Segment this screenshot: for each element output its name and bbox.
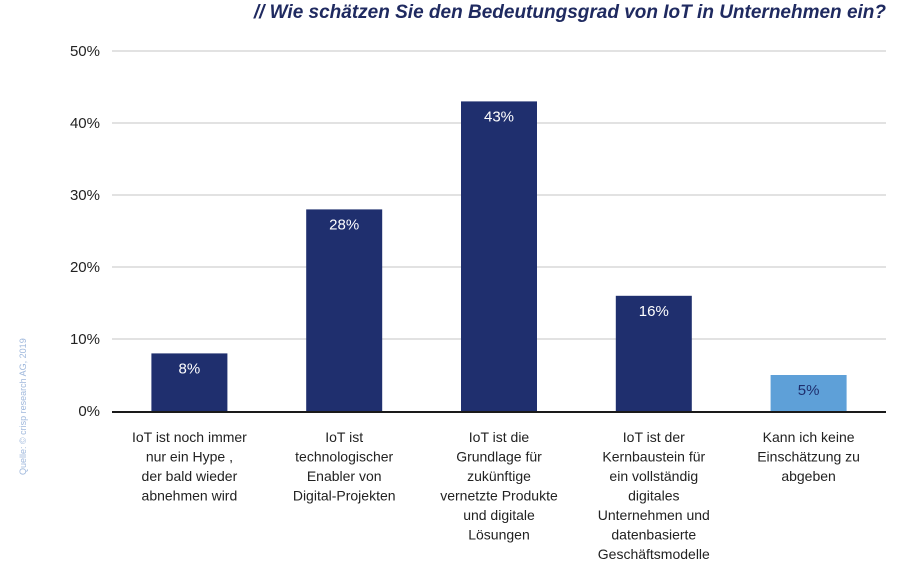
x-tick-label-line: IoT ist: [325, 429, 363, 445]
x-tick-label-line: der bald wieder: [142, 468, 238, 484]
y-tick-label: 40%: [70, 115, 100, 132]
x-tick-label: Kann ich keine Einschätzung zu abgeben: [757, 429, 860, 484]
x-tick-label-line: ein vollständig: [609, 468, 698, 484]
bar: [151, 353, 228, 411]
x-tick-label-line: Grundlage für: [456, 449, 542, 465]
x-tick-label: IoT ist der Kernbaustein für ein vollständ…: [598, 429, 710, 562]
x-tick-label: IoT ist die Grundlage für zukünftige vernet…: [440, 429, 558, 543]
x-tick-label-line: Unternehmen und: [598, 507, 710, 523]
x-tick-label-line: IoT ist der: [623, 429, 685, 445]
x-tick-label-line: IoT ist die: [469, 429, 530, 445]
bar: [770, 375, 847, 411]
y-tick-label: 30%: [70, 187, 100, 204]
x-tick-label-line: zukünftige: [467, 468, 531, 484]
x-tick-label-line: Enabler von: [307, 468, 382, 484]
y-tick-label: 0%: [78, 403, 100, 420]
y-tick-label: 10%: [70, 331, 100, 348]
x-tick-label-line: abgeben: [781, 468, 836, 484]
y-axis: 0% 10% 20% 30% 40% 50%: [70, 43, 100, 420]
x-axis-labels: IoT ist noch immer nur ein Hype , der bald…: [132, 429, 860, 562]
bar: [306, 209, 383, 411]
x-tick-label-line: nur ein Hype ,: [146, 449, 233, 465]
x-tick-label-line: Kann ich keine: [763, 429, 855, 445]
x-tick-label-line: digitales: [628, 488, 679, 504]
x-tick-label-line: vernetzte Produkte: [440, 488, 558, 504]
bar-value-label: 8%: [179, 360, 201, 377]
x-tick-label-line: abnehmen wird: [142, 488, 238, 504]
bar: [615, 295, 692, 411]
x-tick-label-line: Lösungen: [468, 527, 530, 543]
bar: [461, 101, 537, 412]
y-tick-label: 50%: [70, 43, 100, 60]
x-tick-label-line: IoT ist noch immer: [132, 429, 247, 445]
x-tick-label: IoT ist noch immer nur ein Hype , der bald…: [132, 429, 247, 504]
x-tick-label: IoT ist technologischer Enabler von Digital…: [293, 429, 396, 504]
x-tick-label-line: datenbasierte: [611, 527, 696, 543]
x-tick-label-line: Digital-Projekten: [293, 488, 396, 504]
bar-value-label: 16%: [639, 303, 669, 320]
x-tick-label-line: Geschäftsmodelle: [598, 546, 710, 562]
x-tick-label-line: technologischer: [295, 449, 393, 465]
x-tick-label-line: Kernbaustein für: [602, 449, 705, 465]
bar-value-label: 5%: [798, 382, 820, 399]
bars: 8% 28% 43% 16% 5%: [151, 101, 847, 412]
y-tick-label: 20%: [70, 259, 100, 276]
chart-title: // Wie schätzen Sie den Bedeutungsgrad v…: [253, 2, 886, 23]
x-tick-label-line: und digitale: [463, 507, 535, 523]
bar-value-label: 28%: [329, 216, 359, 233]
x-tick-label-line: Einschätzung zu: [757, 449, 860, 465]
bar-value-label: 43%: [484, 108, 514, 125]
